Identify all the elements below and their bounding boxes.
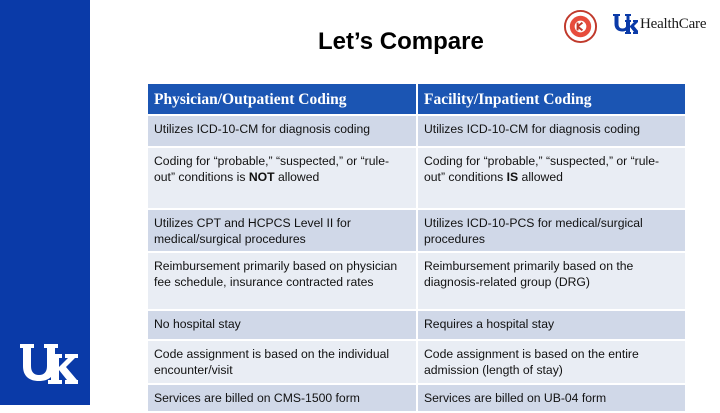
uk-mark-icon — [613, 14, 638, 34]
table-row: Services are billed on CMS-1500 form Ser… — [148, 385, 685, 413]
table-row: Coding for “probable,” “suspected,” or “… — [148, 148, 685, 210]
table-row: Utilizes ICD-10-CM for diagnosis coding … — [148, 116, 685, 148]
facility-cell: Utilizes ICD-10-PCS for medical/surgical… — [416, 210, 685, 253]
physician-cell: Coding for “probable,” “suspected,” or “… — [148, 148, 416, 210]
facility-cell: Code assignment is based on the entire a… — [416, 341, 685, 385]
table-row: Reimbursement primarily based on physici… — [148, 253, 685, 311]
facility-cell: Reimbursement primarily based on the dia… — [416, 253, 685, 311]
table-row: Code assignment is based on the individu… — [148, 341, 685, 385]
emphasis-is: IS — [506, 170, 519, 184]
cell-text: Coding for “probable,” “suspected,” or “… — [154, 154, 390, 184]
emphasis-not: NOT — [248, 170, 275, 184]
column-header-facility: Facility/Inpatient Coding — [416, 84, 685, 116]
cell-text: allowed — [518, 170, 563, 184]
facility-cell: Coding for “probable,” “suspected,” or “… — [416, 148, 685, 210]
page-title: Let’s Compare — [318, 28, 484, 55]
table-row: No hospital stay Requires a hospital sta… — [148, 311, 685, 341]
physician-cell: Utilizes CPT and HCPCS Level II for medi… — [148, 210, 416, 253]
kentucky-seal-icon — [563, 9, 598, 44]
facility-cell: Requires a hospital stay — [416, 311, 685, 341]
uk-healthcare-logo: HealthCare — [612, 10, 712, 38]
facility-cell: Services are billed on UB-04 form — [416, 385, 685, 413]
uk-logo-icon: ™ — [20, 344, 78, 386]
svg-text:™: ™ — [71, 381, 75, 386]
table-row: Utilizes CPT and HCPCS Level II for medi… — [148, 210, 685, 253]
physician-cell: Reimbursement primarily based on physici… — [148, 253, 416, 311]
comparison-table: Physician/Outpatient Coding Facility/Inp… — [148, 84, 685, 413]
cell-text: allowed — [274, 170, 320, 184]
table-header-row: Physician/Outpatient Coding Facility/Inp… — [148, 84, 685, 116]
cell-text: Coding for “probable,” “suspected,” or “… — [424, 154, 660, 184]
physician-cell: Code assignment is based on the individu… — [148, 341, 416, 385]
column-header-physician: Physician/Outpatient Coding — [148, 84, 416, 116]
facility-cell: Utilizes ICD-10-CM for diagnosis coding — [416, 116, 685, 148]
physician-cell: No hospital stay — [148, 311, 416, 341]
healthcare-wordmark: HealthCare — [640, 15, 707, 32]
physician-cell: Utilizes ICD-10-CM for diagnosis coding — [148, 116, 416, 148]
physician-cell: Services are billed on CMS-1500 form — [148, 385, 416, 413]
sidebar-band: ™ — [0, 0, 90, 405]
